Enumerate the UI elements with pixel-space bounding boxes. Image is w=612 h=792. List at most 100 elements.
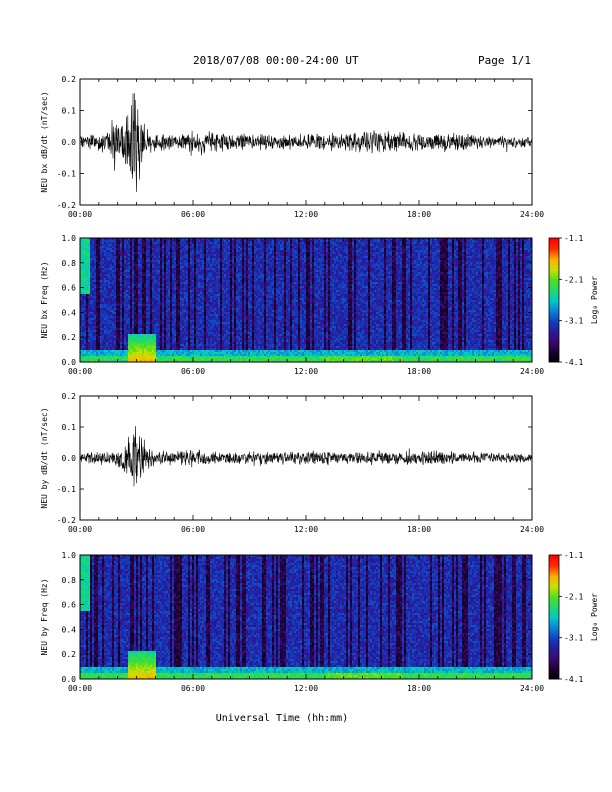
- heatmap-cell: [172, 268, 174, 270]
- heatmap-cell: [96, 328, 98, 330]
- heatmap-cell: [84, 358, 86, 360]
- heatmap-cell: [96, 348, 98, 350]
- heatmap-cell: [164, 282, 166, 284]
- heatmap-cell: [224, 244, 226, 246]
- heatmap-cell: [86, 304, 88, 306]
- heatmap-cell: [162, 306, 164, 308]
- heatmap-cell: [158, 354, 160, 356]
- heatmap-cell: [138, 328, 140, 330]
- heatmap-cell: [224, 250, 226, 252]
- heatmap-cell: [132, 268, 134, 270]
- heatmap-cell: [92, 314, 94, 316]
- heatmap-cell: [116, 256, 118, 258]
- heatmap-cell: [188, 296, 190, 298]
- heatmap-cell: [86, 342, 88, 344]
- heatmap-cell: [112, 328, 114, 330]
- heatmap-cell: [212, 332, 214, 334]
- heatmap-cell: [186, 276, 188, 278]
- heatmap-cell: [86, 354, 88, 356]
- heatmap-cell: [168, 286, 170, 288]
- heatmap-cell: [112, 302, 114, 304]
- heatmap-cell: [176, 308, 178, 310]
- heatmap-cell: [122, 280, 124, 282]
- heatmap-cell: [206, 280, 208, 282]
- heatmap-cell: [82, 248, 84, 250]
- heatmap-cell: [198, 350, 200, 352]
- heatmap-cell: [174, 308, 176, 310]
- heatmap-cell: [144, 296, 146, 298]
- heatmap-cell: [170, 296, 172, 298]
- heatmap-cell: [116, 312, 118, 314]
- heatmap-cell: [98, 330, 100, 332]
- heatmap-cell: [112, 338, 114, 340]
- heatmap-cell: [120, 260, 122, 262]
- heatmap-cell: [208, 248, 210, 250]
- heatmap-cell: [176, 244, 178, 246]
- heatmap-cell: [150, 300, 152, 302]
- heatmap-cell: [114, 356, 116, 358]
- heatmap-cell: [148, 324, 150, 326]
- heatmap-cell: [172, 332, 174, 334]
- heatmap-cell: [176, 358, 178, 360]
- heatmap-cell: [168, 356, 170, 358]
- heatmap-cell: [170, 308, 172, 310]
- heatmap-cell: [194, 288, 196, 290]
- heatmap-cell: [124, 284, 126, 286]
- heatmap-cell: [202, 326, 204, 328]
- heatmap-cell: [148, 294, 150, 296]
- heatmap-cell: [130, 284, 132, 286]
- heatmap-cell: [126, 312, 128, 314]
- heatmap-cell: [130, 342, 132, 344]
- heatmap-cell: [172, 296, 174, 298]
- heatmap-cell: [124, 278, 126, 280]
- heatmap-cell: [94, 334, 96, 336]
- heatmap-cell: [214, 246, 216, 248]
- heatmap-cell: [132, 282, 134, 284]
- heatmap-cell: [94, 354, 96, 356]
- heatmap-cell: [230, 318, 232, 320]
- heatmap-cell: [154, 312, 156, 314]
- heatmap-cell: [190, 272, 192, 274]
- heatmap-cell: [86, 296, 88, 298]
- heatmap-cell: [140, 254, 142, 256]
- heatmap-cell: [92, 330, 94, 332]
- heatmap-cell: [114, 242, 116, 244]
- heatmap-cell: [170, 240, 172, 242]
- heatmap-cell: [226, 326, 228, 328]
- heatmap-cell: [198, 274, 200, 276]
- heatmap-cell: [164, 354, 166, 356]
- heatmap-cell: [214, 244, 216, 246]
- heatmap-cell: [174, 346, 176, 348]
- heatmap-cell: [92, 278, 94, 280]
- heatmap-cell: [204, 272, 206, 274]
- heatmap-cell: [98, 306, 100, 308]
- heatmap-cell: [198, 354, 200, 356]
- heatmap-cell: [116, 354, 118, 356]
- heatmap-cell: [180, 276, 182, 278]
- heatmap-cell: [84, 328, 86, 330]
- heatmap-cell: [94, 316, 96, 318]
- heatmap-cell: [132, 286, 134, 288]
- heatmap-cell: [164, 246, 166, 248]
- heatmap-cell: [188, 312, 190, 314]
- heatmap-cell: [152, 254, 154, 256]
- heatmap-cell: [186, 312, 188, 314]
- heatmap-cell: [94, 350, 96, 352]
- heatmap-cell: [128, 286, 130, 288]
- heatmap-cell: [116, 300, 118, 302]
- heatmap-cell: [98, 260, 100, 262]
- heatmap-cell: [132, 254, 134, 256]
- heatmap-cell: [152, 332, 154, 334]
- heatmap-cell: [150, 302, 152, 304]
- heatmap-cell: [194, 286, 196, 288]
- heatmap-cell: [148, 296, 150, 298]
- heatmap-cell: [174, 312, 176, 314]
- heatmap-cell: [202, 308, 204, 310]
- heatmap-cell: [106, 338, 108, 340]
- heatmap-cell: [190, 296, 192, 298]
- heatmap-cell: [106, 318, 108, 320]
- heatmap-cell: [150, 270, 152, 272]
- heatmap-cell: [116, 310, 118, 312]
- heatmap-cell: [102, 250, 104, 252]
- heatmap-cell: [202, 328, 204, 330]
